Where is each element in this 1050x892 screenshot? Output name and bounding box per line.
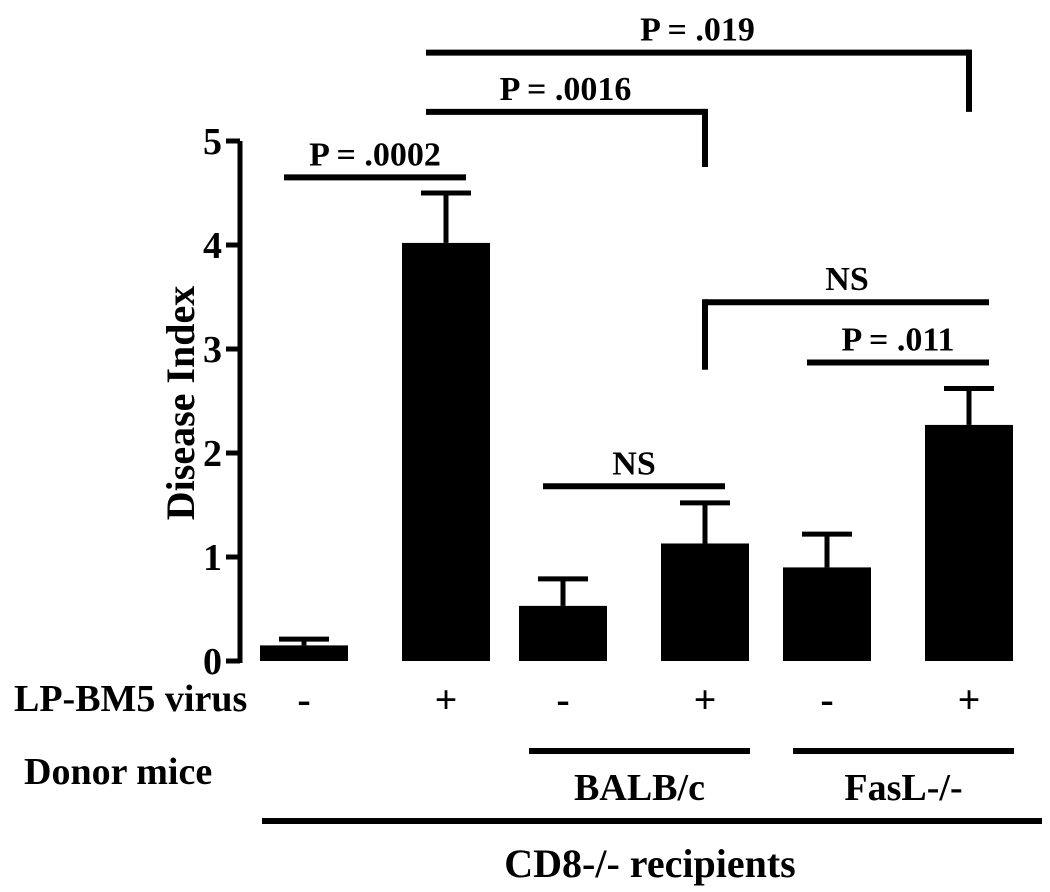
y-tick-label: 1 (203, 537, 222, 579)
bracket-label: P = .0016 (500, 71, 632, 108)
y-tick-label: 4 (203, 225, 222, 267)
bar-2 (402, 242, 490, 662)
bracket-label: NS (612, 445, 655, 482)
donor-group-label-2: FasL-/- (844, 767, 962, 809)
bar-3 (519, 605, 607, 661)
comparison-5: NS (702, 261, 989, 370)
y-tick-label: 5 (203, 121, 222, 163)
y-tick-label: 2 (203, 433, 222, 475)
virus-sign-4: + (694, 677, 717, 722)
virus-sign-1: - (297, 677, 310, 722)
bracket-label: NS (825, 261, 868, 298)
virus-sign-2: + (435, 677, 458, 722)
bars (260, 190, 1013, 662)
y-axis-title: Disease Index (158, 286, 203, 520)
comparison-1: P = .0002 (284, 136, 466, 181)
condition-rows: LP-BM5 virus - + - + - + Donor mice BALB/c FasL-/… (14, 677, 1042, 886)
axes: 0 1 2 3 4 5 Disease Index (158, 121, 243, 683)
donor-group-label-1: BALB/c (574, 767, 705, 809)
virus-sign-5: - (820, 677, 833, 722)
bracket-label: P = .019 (640, 12, 755, 49)
virus-sign-6: + (958, 677, 981, 722)
comparison-2: P = .0016 (426, 71, 708, 167)
bar-1 (260, 645, 348, 661)
bar-5 (783, 567, 871, 661)
comparison-3: P = .019 (426, 12, 972, 112)
virus-sign-3: - (556, 677, 569, 722)
bar-6 (925, 424, 1013, 661)
recipients-label: CD8-/- recipients (504, 841, 795, 886)
y-tick-label: 3 (203, 329, 222, 371)
donor-row-label: Donor mice (24, 751, 212, 793)
comparison-4: NS (543, 445, 725, 490)
virus-row-label: LP-BM5 virus (14, 678, 247, 720)
bracket-label: P = .011 (842, 322, 955, 359)
y-tick-label: 0 (203, 641, 222, 683)
bracket-label: P = .0002 (309, 136, 441, 173)
bar-4 (661, 543, 749, 661)
comparison-6: P = .011 (807, 322, 989, 366)
